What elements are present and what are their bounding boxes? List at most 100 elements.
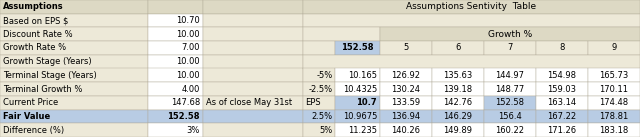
- Bar: [203, 96, 303, 110]
- Bar: [432, 110, 484, 123]
- Text: 156.4: 156.4: [498, 112, 522, 121]
- Bar: [536, 96, 588, 110]
- Bar: [203, 55, 303, 68]
- Bar: [335, 123, 380, 137]
- Bar: [588, 82, 640, 96]
- Bar: [335, 110, 380, 123]
- Bar: [0, 41, 148, 55]
- Bar: [432, 123, 484, 137]
- Bar: [148, 96, 203, 110]
- Bar: [335, 82, 380, 96]
- Text: Based on EPS $: Based on EPS $: [3, 16, 68, 25]
- Text: 140.26: 140.26: [392, 126, 420, 135]
- Bar: [148, 14, 203, 27]
- Text: As of close May 31st: As of close May 31st: [206, 98, 292, 107]
- Text: 178.81: 178.81: [600, 112, 628, 121]
- Bar: [148, 0, 203, 14]
- Text: 8: 8: [559, 43, 564, 52]
- Bar: [588, 123, 640, 137]
- Text: Fair Value: Fair Value: [3, 112, 51, 121]
- Bar: [588, 110, 640, 123]
- Text: 130.24: 130.24: [392, 85, 420, 94]
- Bar: [148, 110, 203, 123]
- Bar: [484, 68, 536, 82]
- Text: 159.03: 159.03: [547, 85, 577, 94]
- Text: 149.89: 149.89: [444, 126, 472, 135]
- Bar: [148, 82, 203, 96]
- Bar: [203, 123, 303, 137]
- Bar: [203, 41, 303, 55]
- Text: 7.00: 7.00: [182, 43, 200, 52]
- Text: Growth Rate %: Growth Rate %: [3, 43, 66, 52]
- Text: Difference (%): Difference (%): [3, 126, 64, 135]
- Bar: [0, 96, 148, 110]
- Bar: [536, 110, 588, 123]
- Bar: [303, 110, 335, 123]
- Bar: [380, 68, 432, 82]
- Bar: [380, 82, 432, 96]
- Text: 135.63: 135.63: [444, 71, 472, 80]
- Bar: [335, 41, 380, 55]
- Text: 133.59: 133.59: [392, 98, 420, 107]
- Text: 6: 6: [455, 43, 461, 52]
- Text: 11.235: 11.235: [348, 126, 377, 135]
- Text: -2.5%: -2.5%: [309, 85, 333, 94]
- Bar: [303, 68, 335, 82]
- Bar: [148, 27, 203, 41]
- Text: 5%: 5%: [320, 126, 333, 135]
- Text: 148.77: 148.77: [495, 85, 525, 94]
- Bar: [303, 0, 640, 14]
- Text: 165.73: 165.73: [600, 71, 628, 80]
- Bar: [203, 27, 303, 41]
- Bar: [588, 96, 640, 110]
- Text: Assumptions: Assumptions: [3, 2, 63, 11]
- Bar: [303, 82, 335, 96]
- Bar: [303, 27, 380, 41]
- Text: 171.26: 171.26: [547, 126, 577, 135]
- Bar: [380, 110, 432, 123]
- Bar: [588, 68, 640, 82]
- Text: 152.58: 152.58: [168, 112, 200, 121]
- Text: 154.98: 154.98: [547, 71, 577, 80]
- Text: 10.4325: 10.4325: [343, 85, 377, 94]
- Bar: [203, 110, 303, 123]
- Bar: [0, 110, 148, 123]
- Text: 152.58: 152.58: [341, 43, 374, 52]
- Bar: [148, 68, 203, 82]
- Bar: [484, 110, 536, 123]
- Bar: [203, 82, 303, 96]
- Text: 136.94: 136.94: [392, 112, 420, 121]
- Bar: [380, 96, 432, 110]
- Text: 163.14: 163.14: [547, 98, 577, 107]
- Text: Terminal Growth %: Terminal Growth %: [3, 85, 83, 94]
- Text: 10.00: 10.00: [177, 57, 200, 66]
- Bar: [380, 27, 640, 41]
- Bar: [588, 41, 640, 55]
- Bar: [0, 82, 148, 96]
- Text: 2.5%: 2.5%: [312, 112, 333, 121]
- Text: 10.9675: 10.9675: [342, 112, 377, 121]
- Bar: [303, 55, 640, 68]
- Bar: [0, 27, 148, 41]
- Bar: [484, 96, 536, 110]
- Bar: [148, 123, 203, 137]
- Text: 142.76: 142.76: [444, 98, 472, 107]
- Text: -5%: -5%: [317, 71, 333, 80]
- Bar: [335, 68, 380, 82]
- Text: 152.58: 152.58: [495, 98, 525, 107]
- Bar: [203, 0, 303, 14]
- Bar: [432, 82, 484, 96]
- Bar: [148, 55, 203, 68]
- Text: Growth Stage (Years): Growth Stage (Years): [3, 57, 92, 66]
- Bar: [303, 14, 640, 27]
- Bar: [484, 123, 536, 137]
- Bar: [432, 41, 484, 55]
- Bar: [0, 55, 148, 68]
- Bar: [432, 68, 484, 82]
- Bar: [380, 41, 432, 55]
- Text: 10.70: 10.70: [176, 16, 200, 25]
- Bar: [0, 0, 148, 14]
- Bar: [203, 14, 303, 27]
- Text: 160.22: 160.22: [495, 126, 525, 135]
- Text: 5: 5: [403, 43, 408, 52]
